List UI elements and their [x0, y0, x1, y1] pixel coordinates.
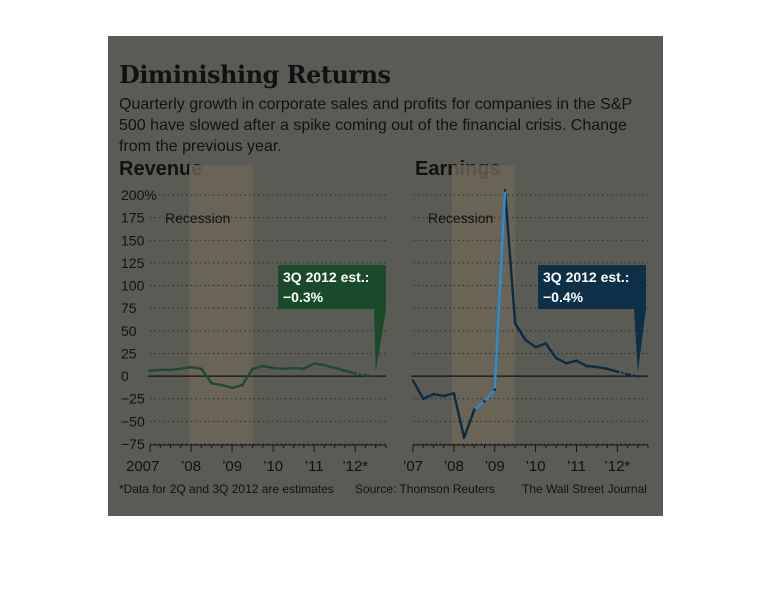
y-tick-label: 0 — [121, 368, 129, 384]
revenue-data-point — [200, 367, 203, 371]
revenue-panel-title: Revenue — [119, 158, 203, 180]
revenue-data-point — [261, 364, 265, 368]
revenue-data-point — [292, 366, 295, 370]
earnings-x-tick-label: ’09 — [485, 458, 505, 475]
earnings-data-point — [626, 372, 629, 376]
revenue-callout-value: −0.3% — [283, 289, 324, 305]
revenue-data-point — [323, 363, 326, 367]
earnings-x-tick-label: ’08 — [444, 458, 464, 475]
y-tick-label: 200% — [121, 187, 157, 203]
revenue-recession-label: Recession — [165, 210, 230, 226]
revenue-data-point — [189, 365, 193, 369]
revenue-data-point — [241, 383, 244, 387]
revenue-x-tick-label: ’10 — [263, 458, 283, 475]
revenue-data-point — [179, 367, 183, 371]
revenue-data-point — [282, 367, 285, 371]
earnings-data-point — [554, 356, 558, 360]
revenue-callout-pointer — [374, 309, 386, 373]
revenue-data-point — [364, 373, 367, 377]
revenue-x-tick-label: ’11 — [305, 458, 324, 475]
earnings-callout-value: −0.4% — [543, 289, 584, 305]
revenue-x-tick-label: ’12* — [342, 458, 368, 475]
y-tick-label: 75 — [121, 300, 137, 316]
revenue-callout-label: 3Q 2012 est.: — [283, 269, 369, 285]
revenue-data-point — [251, 367, 254, 371]
revenue-x-tick-label: ’09 — [222, 458, 242, 475]
y-tick-label: 175 — [121, 210, 145, 226]
earnings-x-tick-label: ’10 — [526, 458, 546, 475]
earnings-data-point — [534, 345, 537, 349]
y-tick-label: −25 — [121, 391, 145, 407]
revenue-data-point — [158, 368, 162, 372]
earnings-estimate-line — [616, 370, 639, 378]
earnings-data-point — [513, 322, 517, 325]
y-tick-label: −50 — [121, 413, 145, 429]
earnings-data-point — [544, 342, 548, 345]
revenue-data-point — [148, 369, 152, 372]
revenue-callout-box — [278, 265, 386, 309]
source-note: Source: Thomson Reuters — [355, 482, 495, 496]
earnings-data-point — [452, 391, 456, 395]
earnings-data-point — [493, 388, 497, 391]
earnings-data-point — [432, 392, 435, 396]
earnings-data-point — [575, 359, 578, 362]
chart-title: Diminishing Returns — [119, 60, 391, 89]
revenue-estimate-line — [354, 372, 376, 378]
revenue-data-point — [271, 366, 275, 370]
y-tick-label: 25 — [121, 345, 137, 361]
y-tick-label: 50 — [121, 323, 137, 339]
earnings-data-point — [616, 370, 619, 373]
y-tick-label: 100 — [121, 278, 145, 294]
earnings-callout-pointer — [634, 309, 646, 373]
earnings-x-tick-label: ’12* — [604, 458, 630, 475]
earnings-highlight-segment — [473, 190, 507, 411]
revenue-chart: −75 −50 −25 0 25 50 75 100 125 150 175 200% Recessio… — [121, 165, 387, 475]
earnings-data-point — [564, 362, 568, 365]
earnings-callout-label: 3Q 2012 est.: — [543, 269, 629, 285]
credit-note: The Wall Street Journal — [522, 482, 647, 496]
revenue-data-point — [230, 386, 234, 390]
earnings-data-point — [473, 408, 476, 411]
revenue-recession-band — [188, 165, 253, 444]
earnings-data-point — [595, 365, 599, 369]
y-tick-label: 150 — [121, 232, 145, 248]
earnings-data-point — [585, 364, 588, 368]
revenue-x-tick-label: 2007 — [126, 458, 159, 475]
earnings-data-point — [524, 338, 527, 342]
earnings-data-point — [483, 400, 486, 403]
revenue-data-point — [343, 369, 347, 372]
earnings-data-point — [442, 394, 445, 398]
y-tick-label: 125 — [121, 255, 145, 271]
earnings-data-point — [605, 367, 609, 371]
earnings-data-point — [636, 375, 640, 378]
revenue-data-point — [374, 375, 378, 378]
revenue-data-point — [353, 372, 357, 375]
earnings-x-tick-label: ’11 — [567, 458, 586, 475]
revenue-x-tick-label: ’08 — [181, 458, 201, 475]
earnings-data-point — [462, 436, 466, 439]
revenue-data-point — [220, 383, 224, 387]
revenue-data-point — [312, 362, 316, 365]
earnings-callout-box — [538, 265, 646, 309]
revenue-data-point — [210, 382, 213, 385]
earnings-data-point — [421, 397, 425, 401]
earnings-x-tick-label: ’07 — [403, 458, 423, 475]
revenue-data-point — [169, 368, 172, 372]
earnings-data-point — [503, 189, 507, 192]
footnote: *Data for 2Q and 3Q 2012 are estimates — [119, 482, 334, 496]
earnings-chart: Recession ’07 ’08 ’09 ’10 ’11 ’12* 3Q 2012 est.… — [403, 165, 649, 475]
revenue-data-point — [302, 367, 306, 371]
y-tick-label: −75 — [121, 436, 145, 452]
revenue-data-point — [333, 366, 336, 370]
earnings-recession-label: Recession — [428, 210, 493, 226]
chart-subtitle: Quarterly growth in corporate sales and … — [119, 96, 632, 155]
earnings-data-point — [411, 379, 415, 382]
